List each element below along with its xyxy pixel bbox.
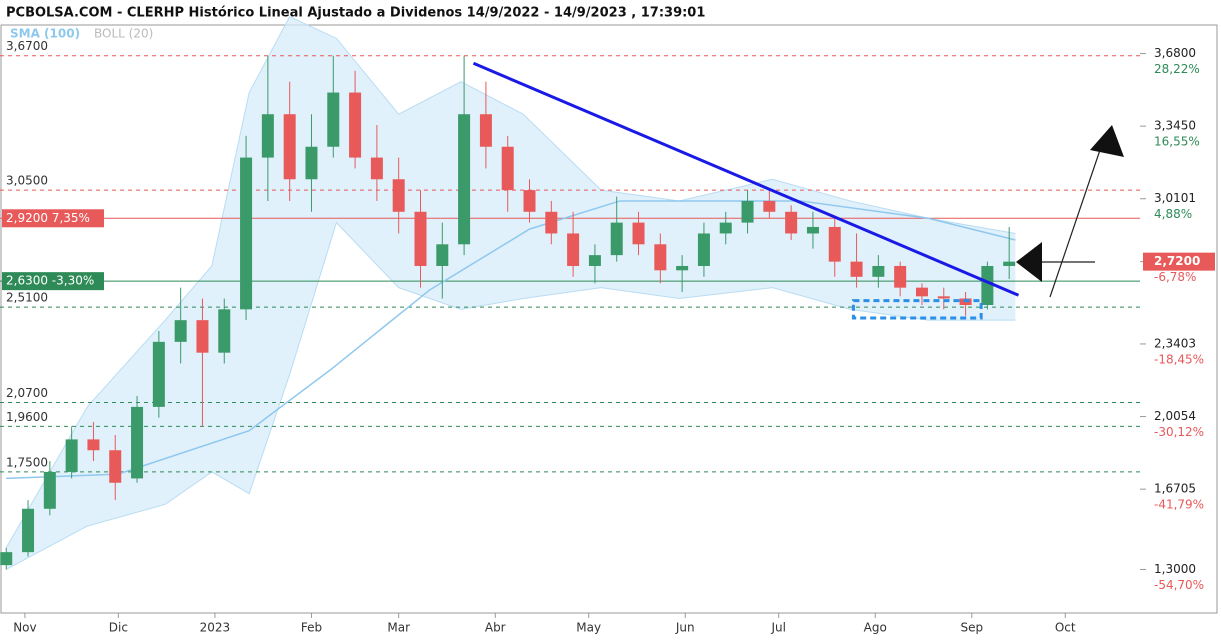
candle-body [87,439,100,451]
y-tick-change: 4,88% [1154,207,1192,221]
candle-body [501,146,514,191]
candle-body [392,179,405,212]
candle-body [523,190,536,212]
y-tick-change: -30,12% [1154,425,1204,439]
arrow-shaft [1049,149,1101,298]
candle-body [981,265,994,305]
y-tick-label: 3,0101 [1154,191,1196,205]
candle-body [218,309,231,353]
legend-sma: SMA (100) [10,27,80,41]
candle-body [65,439,78,472]
candle-body [894,265,907,288]
candle-body [370,157,383,180]
candle-body [676,265,689,271]
candle-body [828,226,841,262]
candle-body [741,200,754,223]
candle-body [283,114,296,180]
candle-body [1003,261,1016,266]
candle-body [261,114,274,158]
sma-line [6,200,1016,480]
x-tick-label: Jul [770,621,785,635]
level-label: 2,5100 [6,291,48,305]
candle-body [763,200,776,212]
candle-body [131,406,144,479]
candle-body [567,233,580,266]
candle-body [436,244,449,266]
candle-body [632,222,645,245]
candle-body [610,222,623,256]
y-tick-label: 3,6800 [1154,46,1196,60]
candle-body [305,146,318,180]
candle-body [937,296,950,299]
y-tick-label: 3,3450 [1154,119,1196,133]
candle-body [327,92,340,147]
level-label: 2,0700 [6,386,48,400]
x-tick-label: Jun [675,621,695,635]
candle-body [414,211,427,266]
candle-body [806,226,819,234]
x-tick-label: Nov [13,621,36,635]
y-tick-label: 2,0054 [1154,409,1196,423]
candle-body [850,261,863,277]
x-tick-label: May [576,621,601,635]
x-tick-label: Ago [864,621,887,635]
y-tick-change: 16,55% [1154,135,1200,149]
chart-title: PCBOLSA.COM - CLERHP Histórico Lineal Aj… [6,6,705,21]
candle-body [915,287,928,297]
x-tick-label: Oct [1055,621,1076,635]
last-price-box [1143,252,1215,271]
level-label: 1,9600 [6,410,48,424]
level-label: 3,0500 [6,174,48,188]
y-tick-label: 2,7200 [1154,254,1200,268]
candle-body [479,114,492,147]
candle-body [22,508,35,553]
y-tick-label: 1,3000 [1154,562,1196,576]
candle-body [109,450,122,483]
boll-band [6,16,1016,570]
candle-body [0,552,13,566]
candle-body [174,320,187,342]
x-tick-label: 2023 [200,621,231,635]
candle-body [697,233,710,266]
boll-lower [5,221,1016,570]
plot: 3,6700 3,0500 2,9200 7,35% 2,6300 -3,30% 2,5… [0,16,1215,635]
y-tick-change: -6,78% [1154,270,1196,284]
y-tick-change: -41,79% [1154,498,1204,512]
x-tick-label: Mar [387,621,410,635]
plot-frame [0,24,1218,614]
level-label: 3,6700 [6,39,48,53]
candle-body [872,265,885,277]
level-label-box [2,272,104,291]
candle-body [349,92,362,158]
y-tick-change: 28,22% [1154,62,1200,76]
candle-body [654,244,667,271]
arrow-head [1016,242,1042,282]
y-tick-label: 1,6705 [1154,482,1196,496]
arrow-head [1090,125,1124,157]
x-tick-label: Feb [301,621,322,635]
y-tick-change: -54,70% [1154,578,1204,592]
trendline [472,61,1020,297]
legend-boll: BOLL (20) [94,27,153,41]
candle-body [240,157,253,310]
candle-body [196,320,209,353]
y-tick-change: -18,45% [1154,352,1204,366]
candle-body [785,211,798,234]
x-tick-label: Dic [109,621,128,635]
candle-body [43,471,56,509]
x-tick-label: Abr [485,621,506,635]
level-label: 2,9200 7,35% [6,211,90,225]
candle-body [152,341,165,407]
candle-body [545,211,558,234]
x-tick-label: Sep [960,621,983,635]
level-label: 2,6300 -3,30% [6,274,94,288]
candle-body [719,222,732,234]
candle-body [588,255,601,266]
level-label-box [2,209,104,228]
candle-body [458,114,471,245]
highlight-box [851,299,983,320]
y-tick-label: 2,3403 [1154,336,1196,350]
level-label: 1,7500 [6,455,48,469]
